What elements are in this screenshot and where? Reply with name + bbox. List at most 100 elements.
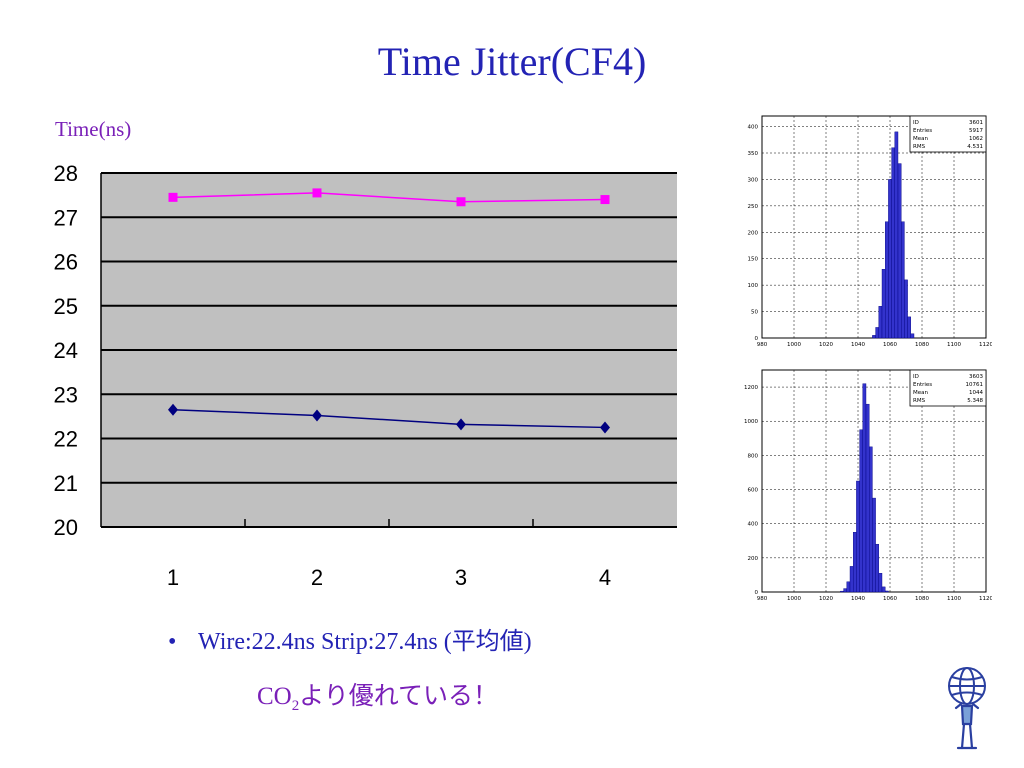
hist-bar — [849, 566, 854, 593]
hist-bar — [840, 590, 844, 593]
stats-value: 5.348 — [967, 398, 983, 404]
hist-bar — [897, 163, 902, 339]
hist-x-tick-label: 1100 — [947, 342, 961, 348]
stats-value: 10761 — [966, 382, 984, 388]
y-tick-label: 22 — [54, 427, 78, 452]
hist-y-tick-label: 800 — [748, 453, 759, 459]
hist-y-tick-label: 200 — [748, 230, 759, 236]
hist-bar — [859, 429, 864, 593]
conclusion-prefix: CO — [257, 683, 292, 710]
conclusion-suffix: より優れている！ — [299, 683, 498, 710]
hist-y-tick-label: 50 — [751, 310, 758, 316]
x-tick-label: 3 — [455, 565, 467, 590]
hist-y-tick-label: 400 — [748, 522, 759, 528]
hist-x-tick-label: 1000 — [787, 596, 801, 602]
stats-value: 1044 — [969, 390, 983, 396]
hist-x-tick-label: 980 — [757, 596, 768, 602]
hist-bar — [862, 383, 867, 593]
y-axis-unit-label: Time(ns) — [55, 117, 132, 141]
hist-y-tick-label: 200 — [748, 556, 759, 562]
hist-bar — [868, 446, 873, 593]
hist-x-tick-label: 1060 — [883, 342, 897, 348]
y-tick-label: 27 — [54, 205, 78, 230]
hist-y-tick-label: 1000 — [744, 419, 758, 425]
y-tick-label: 24 — [54, 338, 78, 363]
data-point — [600, 421, 610, 434]
hist-y-tick-label: 150 — [748, 257, 759, 263]
x-tick-label: 1 — [167, 565, 179, 590]
hist-bar — [843, 588, 847, 593]
stats-label: ID — [913, 120, 919, 126]
hist-bar — [872, 497, 876, 593]
conclusion-text: CO2より優れている！ — [257, 676, 498, 715]
hist-y-tick-label: 300 — [748, 177, 759, 183]
hist-bar — [846, 581, 851, 593]
hist-x-tick-label: 1000 — [787, 342, 801, 348]
hist-x-tick-label: 1020 — [819, 596, 833, 602]
hist-x-tick-label: 1080 — [915, 342, 929, 348]
bullet-symbol: • — [168, 629, 177, 655]
hist-y-tick-label: 0 — [755, 336, 759, 342]
hist-x-tick-label: 1040 — [851, 342, 865, 348]
stats-box — [909, 369, 987, 407]
hist-x-tick-label: 1120 — [979, 342, 992, 348]
y-tick-label: 25 — [54, 294, 78, 319]
stats-label: RMS — [913, 398, 926, 404]
summary-text: Wire:22.4ns Strip:27.4ns (平均値) — [198, 629, 532, 655]
histogram-top: 980 1000 1020 1040 1060 1080 1100 1120 0 50 100 150… — [730, 110, 992, 350]
conclusion-subscript: 2 — [291, 698, 300, 714]
hist-bar — [888, 179, 892, 339]
data-point — [456, 418, 466, 431]
hist-bar — [894, 131, 899, 339]
hist-x-tick-label: 1100 — [947, 596, 961, 602]
hist-y-tick-label: 0 — [755, 590, 759, 596]
data-point — [312, 409, 322, 422]
stats-value: 4.531 — [967, 144, 983, 150]
hist-bar — [878, 573, 883, 593]
hist-x-tick-label: 1040 — [851, 596, 865, 602]
y-tick-label: 26 — [54, 250, 78, 275]
hist-bar — [904, 279, 908, 339]
hist-x-tick-label: 1120 — [979, 596, 992, 602]
hist-y-tick-label: 1200 — [744, 385, 758, 391]
y-tick-label: 21 — [54, 471, 78, 496]
hist-y-tick-label: 400 — [748, 125, 759, 131]
histogram-bottom: 980 1000 1020 1040 1060 1080 1100 1120 0 200 400 60… — [730, 364, 992, 604]
stats-label: Entries — [913, 382, 932, 388]
hist-bar — [881, 269, 886, 339]
stats-value: 1062 — [969, 136, 983, 142]
x-tick-label: 2 — [311, 565, 323, 590]
data-point — [600, 195, 610, 205]
hist-bar — [856, 480, 860, 593]
summary-bullet: • Wire:22.4ns Strip:27.4ns (平均値) — [168, 621, 532, 656]
hist-bar — [872, 335, 876, 339]
hist-x-tick-label: 1060 — [883, 596, 897, 602]
stats-label: ID — [913, 374, 919, 380]
stats-value: 3601 — [969, 120, 983, 126]
series-line-2 — [172, 408, 606, 429]
hist-y-tick-label: 100 — [748, 283, 759, 289]
x-tick-label: 4 — [599, 565, 611, 590]
hist-bar — [891, 147, 896, 339]
hist-y-tick-label: 350 — [748, 151, 759, 157]
hist-bar — [884, 590, 889, 593]
series-line-1 — [172, 192, 606, 203]
stats-label: Mean — [913, 390, 928, 396]
hist-y-tick-label: 250 — [748, 204, 759, 210]
hist-bar — [907, 316, 912, 339]
hist-bar — [884, 221, 889, 339]
hist-x-tick-label: 1020 — [819, 342, 833, 348]
stats-label: RMS — [913, 144, 926, 150]
hist-bar — [852, 532, 857, 593]
stats-value: 5917 — [969, 128, 983, 134]
hist-bar — [875, 543, 880, 593]
data-point — [168, 403, 178, 416]
atlas-logo-icon — [948, 667, 986, 750]
hist-bar — [865, 403, 870, 593]
hist-bar — [875, 327, 880, 339]
hist-y-tick-label: 600 — [748, 488, 759, 494]
y-tick-label: 23 — [54, 382, 78, 407]
data-point — [456, 197, 466, 207]
stats-box — [909, 115, 987, 153]
